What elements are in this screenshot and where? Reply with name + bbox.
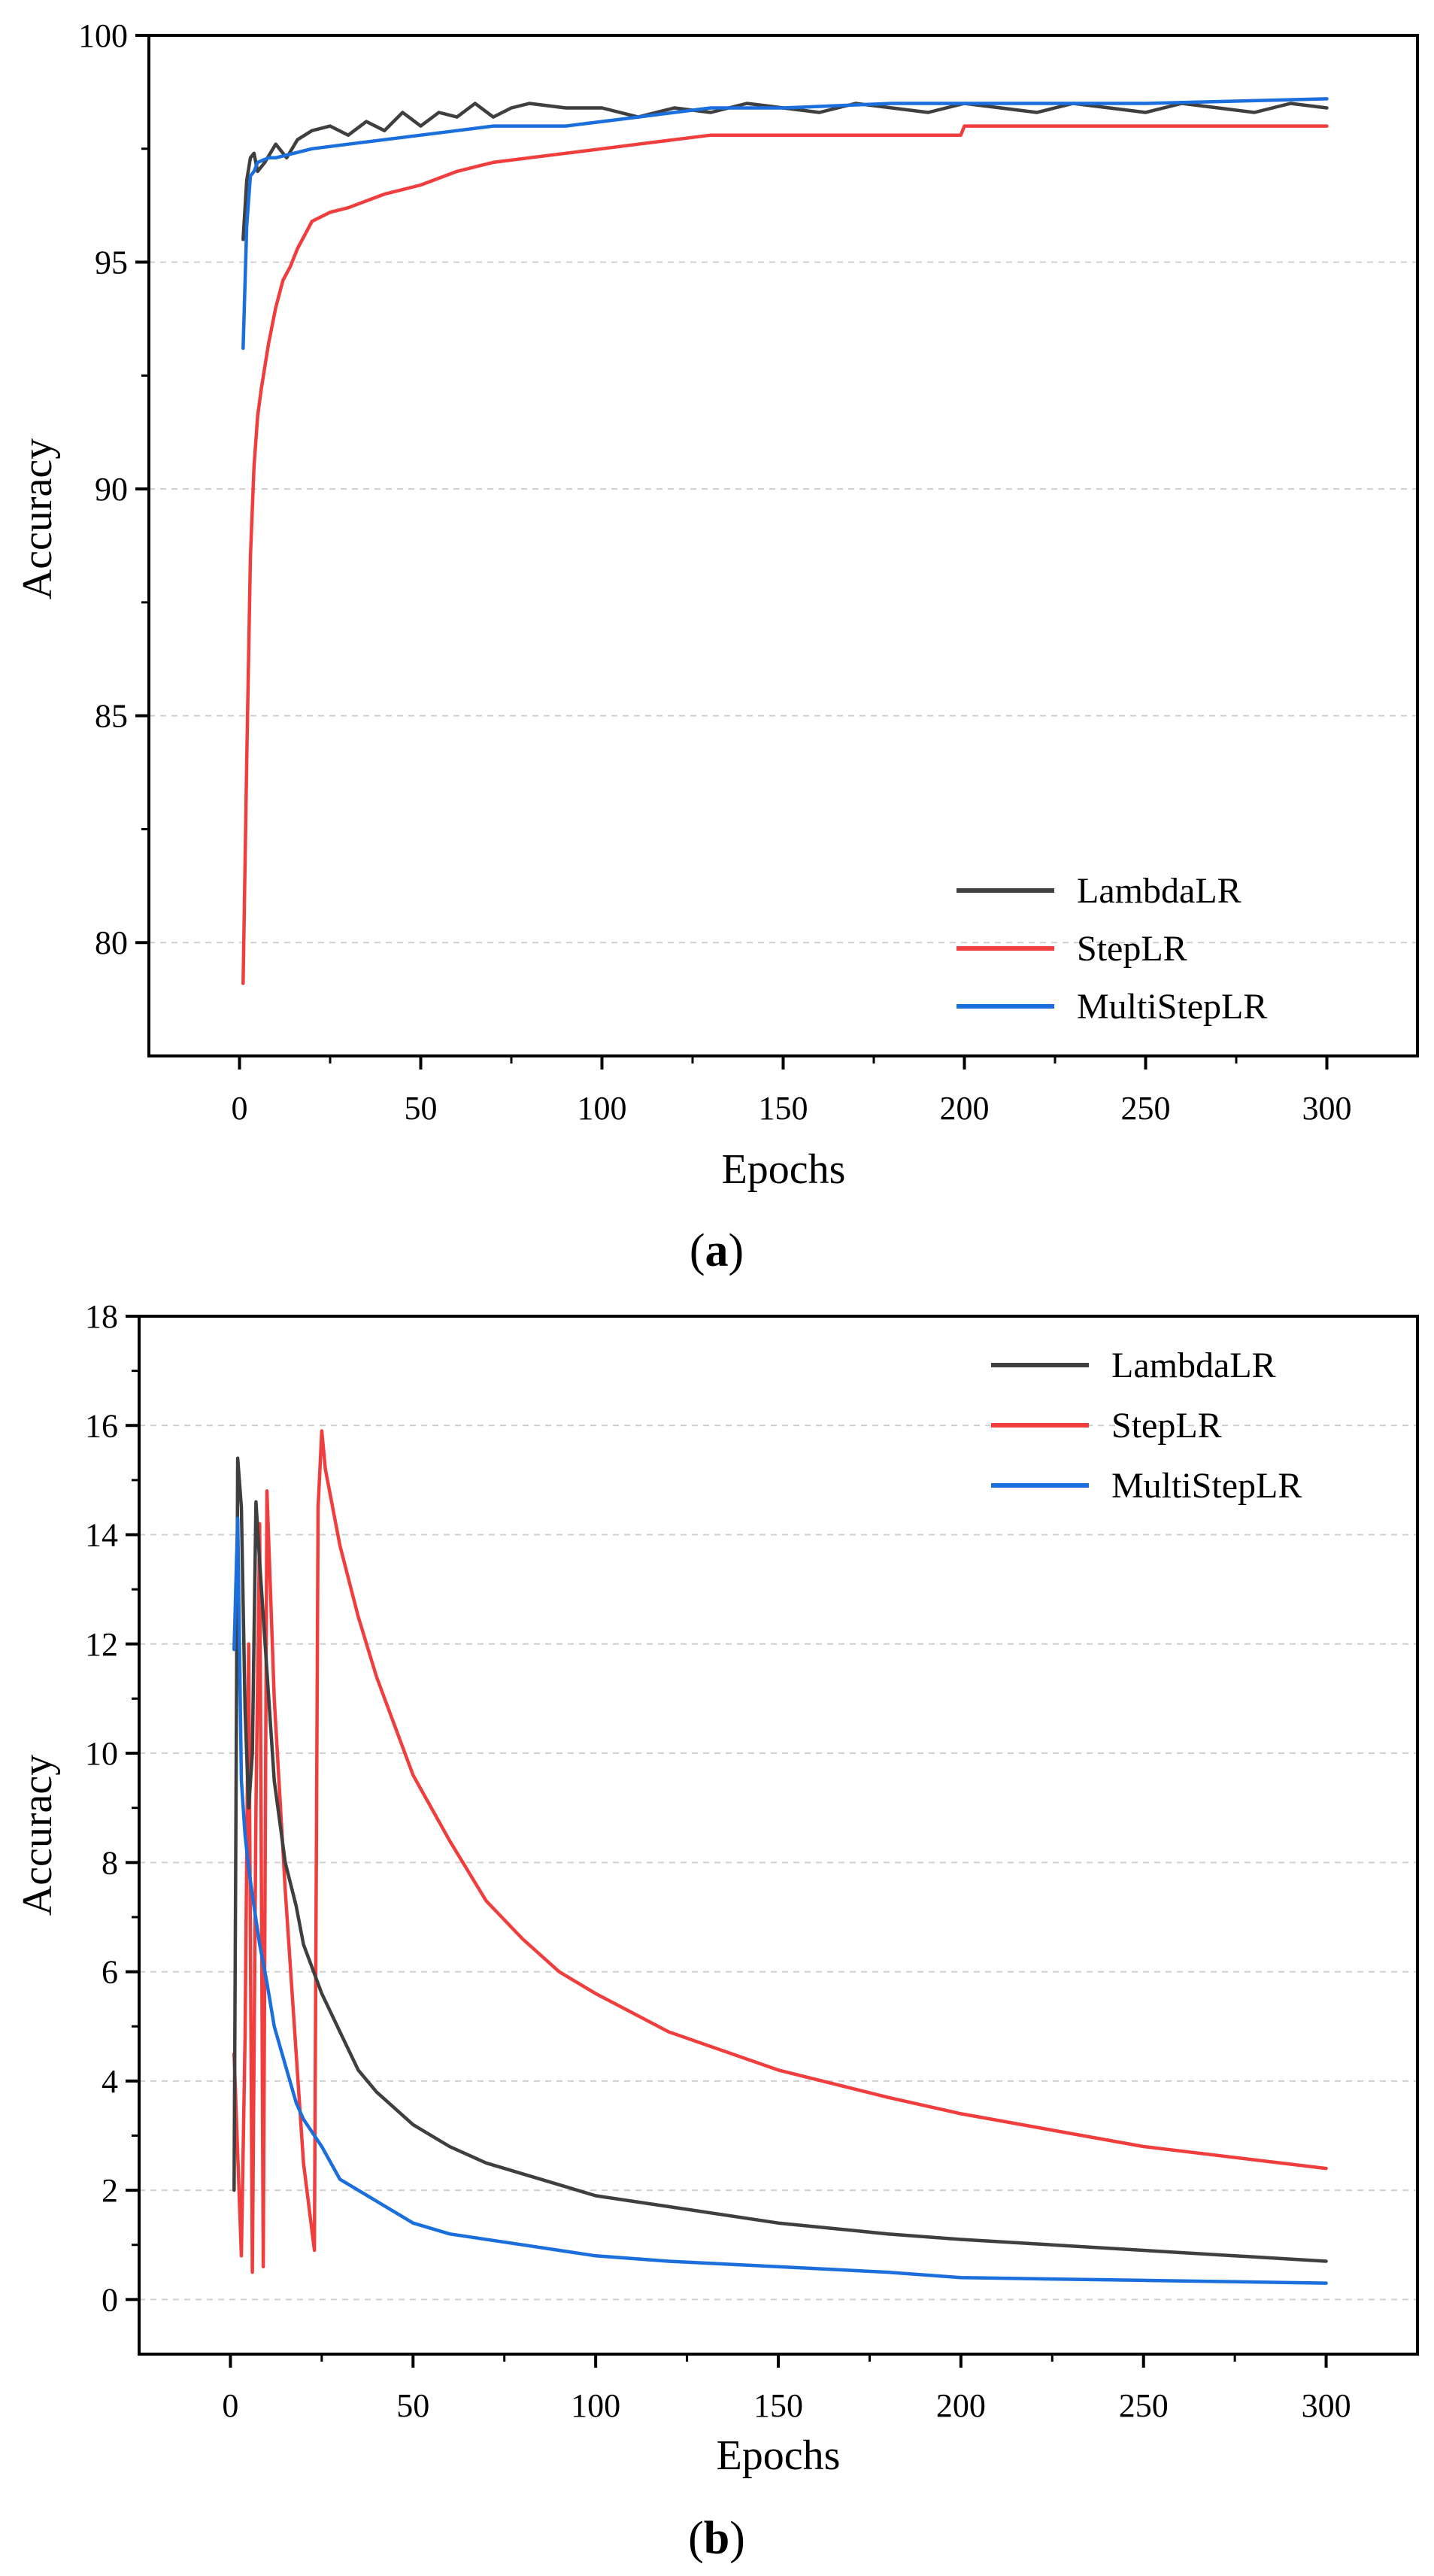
panel-a-legend-label-steplr: StepLR <box>1077 929 1187 969</box>
panel-a-series-multisteplr <box>241 97 1329 350</box>
panel-a-caption: (a) <box>690 1225 744 1276</box>
panel-b-y-axis-title: Accuracy <box>14 1755 61 1916</box>
panel-a-grid <box>149 261 1417 944</box>
panel-a-legend-label-multisteplr: MultiStepLR <box>1077 987 1267 1027</box>
panel-b-legend-label-lambdalr: LambdaLR <box>1111 1346 1276 1385</box>
panel-a-x-axis-title: Epochs <box>722 1146 846 1193</box>
panel-b-y-tick-label-9: 18 <box>85 1298 118 1335</box>
panel-a-y-tick-label-2: 90 <box>95 471 128 508</box>
panel-a-ticks: 80 85 90 95 100 0 50 100 150 200 250 300 <box>78 17 1352 1127</box>
panel-b-grid <box>139 1425 1417 2301</box>
panel-b-x-tick-label-4: 200 <box>936 2387 986 2424</box>
panel-a-x-tick-label-4: 200 <box>940 1090 990 1127</box>
panel-b-caption: (b) <box>688 2513 745 2564</box>
panel-a-y-axis-title: Accuracy <box>14 438 61 600</box>
panel-a-y-tick-label-1: 85 <box>95 698 128 735</box>
panel-a-y-tick-label-4: 100 <box>78 17 128 54</box>
panel-b-legend-label-steplr: StepLR <box>1111 1406 1222 1446</box>
panel-b-series-lambdalr <box>232 1456 1328 2263</box>
panel-a-legend: LambdaLR StepLR MultiStepLR <box>957 871 1267 1027</box>
panel-b-series-multisteplr <box>232 1516 1328 2285</box>
panel-a-x-tick-label-3: 150 <box>759 1090 808 1127</box>
panel-b-y-tick-label-8: 16 <box>85 1407 118 1444</box>
panel-b-y-tick-label-1: 2 <box>102 2172 118 2209</box>
panel-b-ticks: 0 2 4 6 8 10 12 14 16 18 0 50 100 150 200 250 300 <box>85 1298 1351 2424</box>
panel-a-legend-label-lambdalr: LambdaLR <box>1077 871 1241 911</box>
panel-b-y-tick-label-0: 0 <box>102 2281 118 2318</box>
panel-b-x-tick-label-3: 150 <box>753 2387 803 2424</box>
panel-b-legend: LambdaLR StepLR MultiStepLR <box>991 1346 1302 1506</box>
panel-b-legend-label-multisteplr: MultiStepLR <box>1111 1466 1302 1506</box>
panel-a-y-tick-label-0: 80 <box>95 924 128 961</box>
panel-a-series-steplr <box>241 124 1329 985</box>
panel-b-series <box>232 1429 1328 2285</box>
panel-a-x-tick-label-5: 250 <box>1121 1090 1171 1127</box>
panel-b-y-tick-label-7: 14 <box>85 1517 118 1554</box>
panel-b-series-steplr <box>232 1429 1328 2274</box>
panel-b: 0 2 4 6 8 10 12 14 16 18 0 50 100 150 200 250 300 Epochs… <box>14 1298 1419 2564</box>
panel-a-x-tick-label-1: 50 <box>405 1090 438 1127</box>
panel-a: 80 85 90 95 100 0 50 100 150 200 250 300 Epochs Acc… <box>14 17 1419 1276</box>
panel-b-x-axis-title: Epochs <box>717 2432 841 2479</box>
panel-b-x-tick-label-2: 100 <box>571 2387 620 2424</box>
panel-a-x-tick-label-6: 300 <box>1302 1090 1352 1127</box>
panel-a-x-tick-label-2: 100 <box>578 1090 627 1127</box>
panel-b-y-tick-label-4: 8 <box>102 1844 118 1881</box>
panel-b-y-tick-label-6: 12 <box>85 1626 118 1663</box>
panel-b-x-tick-label-1: 50 <box>396 2387 429 2424</box>
panel-b-x-tick-label-0: 0 <box>222 2387 238 2424</box>
panel-a-x-tick-label-0: 0 <box>232 1090 248 1127</box>
panel-a-series <box>241 97 1329 985</box>
panel-b-x-tick-label-6: 300 <box>1302 2387 1351 2424</box>
panel-b-y-tick-label-3: 6 <box>102 1954 118 1991</box>
panel-b-y-tick-label-2: 4 <box>102 2063 118 2100</box>
panel-b-y-tick-label-5: 10 <box>85 1735 118 1772</box>
panel-a-y-tick-label-3: 95 <box>95 244 128 281</box>
panel-b-x-tick-label-5: 250 <box>1119 2387 1169 2424</box>
